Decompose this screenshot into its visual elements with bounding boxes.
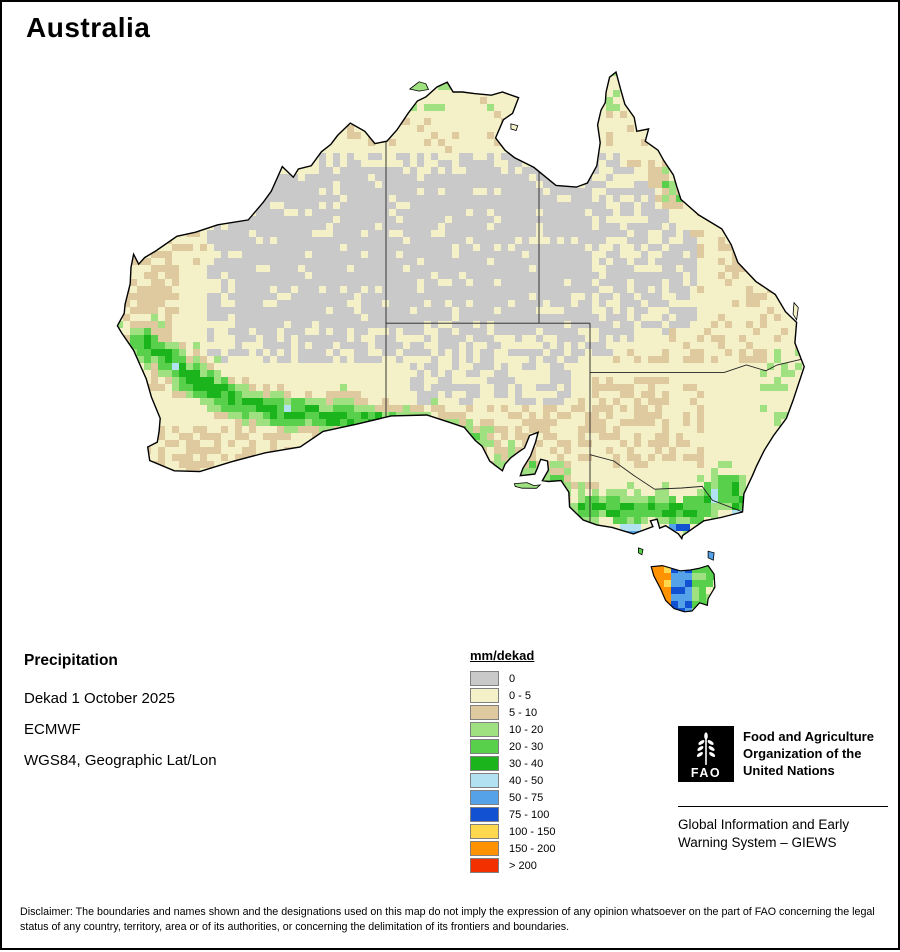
legend-entry: 30 - 40 [470, 755, 555, 772]
precip-raster [117, 72, 805, 538]
tasmania-raster [651, 566, 715, 612]
legend-swatch [470, 807, 499, 822]
legend-entry: 0 - 5 [470, 687, 555, 704]
legend-entry: 75 - 100 [470, 806, 555, 823]
legend-label: 75 - 100 [509, 808, 550, 821]
legend-rows: 0 0 - 5 5 - 10 10 - 20 20 - 30 30 - 40 40 - 50… [470, 670, 555, 874]
precipitation-legend: mm/dekad 0 0 - 5 5 - 10 10 - 20 20 - 30 30 - … [470, 648, 555, 874]
legend-swatch [470, 739, 499, 754]
info-dekad: Dekad 1 October 2025 [24, 690, 175, 707]
island [513, 482, 542, 489]
fao-logo-text: FAO [691, 766, 721, 780]
legend-swatch [470, 756, 499, 771]
legend-swatch [470, 858, 499, 873]
legend-entry: 100 - 150 [470, 823, 555, 840]
fao-logo: FAO [678, 726, 734, 782]
legend-swatch [470, 790, 499, 805]
info-source: ECMWF [24, 721, 81, 738]
fao-attribution: FAO Food and Agriculture Organization of… [678, 726, 894, 782]
wheat-icon [696, 732, 716, 765]
legend-label: 30 - 40 [509, 757, 544, 770]
legend-entry: 5 - 10 [470, 704, 555, 721]
legend-label: 100 - 150 [509, 825, 556, 838]
island [638, 547, 644, 556]
island [408, 81, 430, 92]
info-projection: WGS84, Geographic Lat/Lon [24, 752, 217, 769]
legend-label: 150 - 200 [509, 842, 556, 855]
tasmania-coastline [650, 564, 716, 613]
legend-swatch [470, 722, 499, 737]
legend-label: 50 - 75 [509, 791, 544, 804]
legend-label: 5 - 10 [509, 706, 538, 719]
mainland-coastline [116, 70, 805, 541]
legend-entry: 0 [470, 670, 555, 687]
attribution-divider [678, 806, 888, 807]
giews-label: Global Information and Early Warning Sys… [678, 817, 850, 851]
legend-swatch [470, 824, 499, 839]
legend-label: 40 - 50 [509, 774, 544, 787]
legend-swatch [470, 671, 499, 686]
legend-swatch [470, 841, 499, 856]
state-borders [385, 118, 804, 522]
island [707, 550, 715, 561]
legend-entry: 150 - 200 [470, 840, 555, 857]
island [792, 301, 799, 322]
legend-label: 20 - 30 [509, 740, 544, 753]
page-title: Australia [26, 12, 151, 43]
legend-label: 0 - 5 [509, 689, 532, 702]
disclaimer-text: Disclaimer: The boundaries and names sho… [20, 906, 875, 933]
legend-swatch [470, 688, 499, 703]
fao-org-name: Food and Agriculture Organization of the… [743, 729, 874, 778]
legend-label: > 200 [509, 859, 537, 872]
info-heading: Precipitation [24, 652, 118, 669]
legend-swatch [470, 773, 499, 788]
legend-entry: 10 - 20 [470, 721, 555, 738]
legend-entry: 40 - 50 [470, 772, 555, 789]
island [510, 123, 519, 131]
legend-entry: > 200 [470, 857, 555, 874]
legend-entry: 50 - 75 [470, 789, 555, 806]
legend-entry: 20 - 30 [470, 738, 555, 755]
legend-swatch [470, 705, 499, 720]
map-info-block: Precipitation Dekad 1 October 2025 ECMWF… [24, 652, 354, 783]
legend-label: 10 - 20 [509, 723, 544, 736]
legend-title: mm/dekad [470, 648, 535, 663]
legend-label: 0 [509, 672, 516, 685]
